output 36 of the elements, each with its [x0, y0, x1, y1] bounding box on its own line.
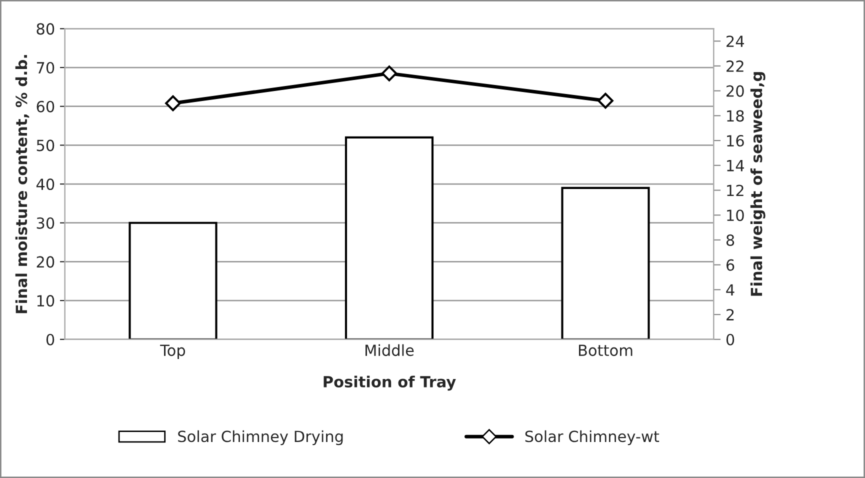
y-tick-label: 80: [36, 23, 54, 35]
y2-axis-title: Final weight of seaweed,g: [750, 72, 766, 296]
y2-tick-label: 18: [727, 110, 744, 122]
y2-tick-label: 6: [726, 259, 734, 271]
x-tick-label: Top: [160, 344, 186, 360]
y2-tick-label: 16: [727, 134, 744, 147]
y-tick-label: 10: [37, 295, 54, 307]
point: [598, 92, 614, 109]
y2-tick-label: 2: [726, 308, 734, 320]
y-tick-label: 60: [36, 100, 54, 112]
y2-tick-label: 0: [726, 334, 734, 346]
y2-tick-label: 10: [727, 210, 744, 222]
bar: [344, 136, 434, 340]
y-tick-label: 50: [36, 140, 54, 152]
x-tick-label: Middle: [366, 344, 414, 356]
y2-tick-label: 12: [727, 184, 744, 196]
bar: [561, 186, 650, 340]
x-axis-title: Position of Tray: [324, 376, 456, 391]
y2-tick-label: 20: [726, 85, 744, 97]
y-tick-label: 70: [36, 62, 54, 74]
x-tick-label: Bottom: [578, 344, 632, 356]
y-axis-title: Final moisture content, % d.b.: [15, 55, 30, 314]
point: [381, 66, 398, 82]
legend-label: Solar Chimney Drying: [178, 430, 343, 446]
legend-label: Solar Chimney-wt: [525, 430, 660, 446]
bar: [128, 222, 218, 340]
y-tick-label: 30: [36, 217, 54, 229]
y-tick-label: 40: [36, 178, 54, 190]
y-tick-label: 0: [46, 334, 54, 346]
point: [165, 95, 181, 112]
y2-tick-label: 24: [726, 36, 744, 47]
y2-tick-label: 22: [726, 60, 744, 72]
y2-tick-label: 8: [726, 234, 734, 246]
y-tick-label: 20: [36, 256, 54, 268]
y2-tick-label: 4: [726, 284, 734, 296]
y2-tick-label: 14: [727, 160, 744, 172]
